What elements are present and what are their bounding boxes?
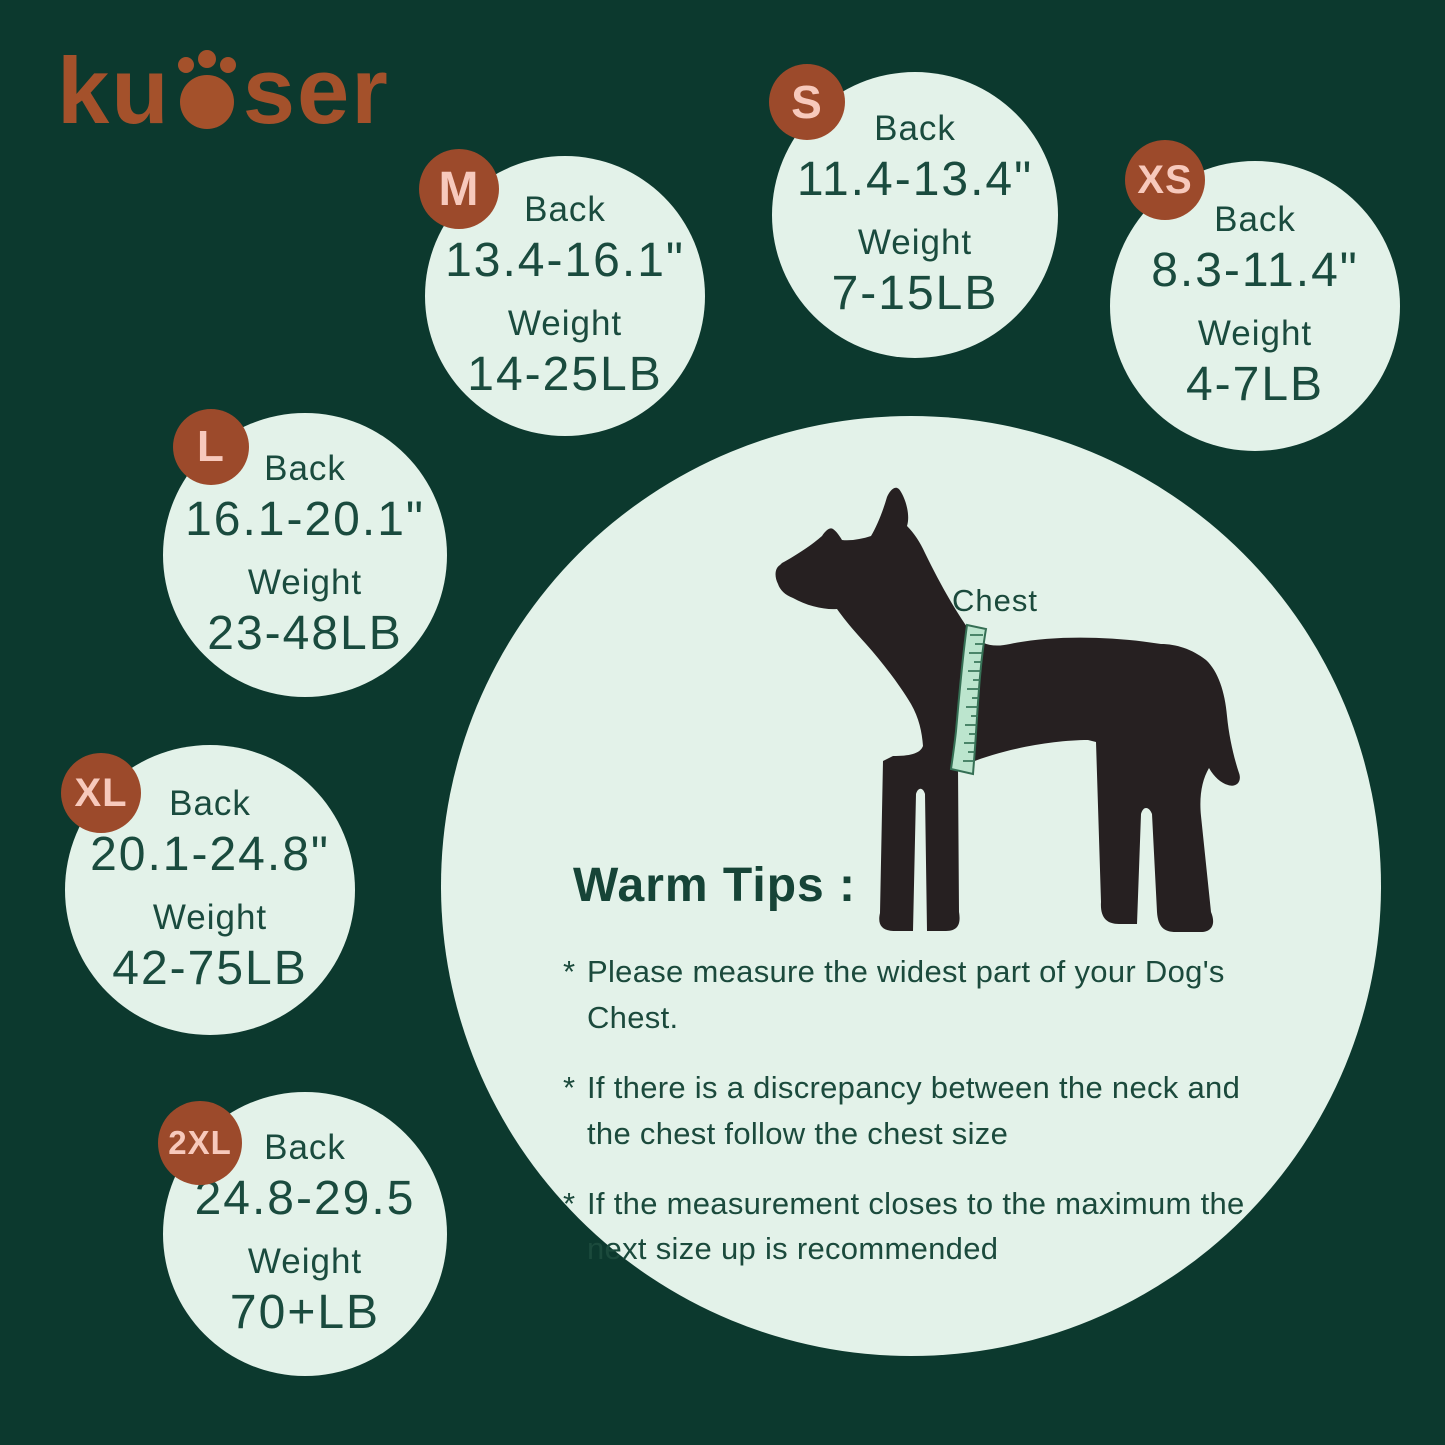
- size-circle-xl: XL Back 20.1-24.8" Weight 42-75LB: [61, 745, 355, 1035]
- back-range: 11.4-13.4": [796, 153, 1034, 206]
- size-circle-m: M Back 13.4-16.1" Weight 14-25LB: [419, 149, 705, 436]
- weight-label: Weight: [247, 1242, 363, 1281]
- brand-logo: ku ser: [57, 37, 390, 143]
- size-badge-l: L: [173, 409, 249, 485]
- tip-bullet: *: [563, 1069, 576, 1105]
- size-circle-2xl: 2XL Back 24.8-29.5 Weight 70+LB: [158, 1092, 447, 1376]
- size-badge-xs: XS: [1125, 140, 1205, 220]
- weight-range: 42-75LB: [112, 942, 308, 995]
- back-label: Back: [264, 449, 346, 488]
- back-label: Back: [524, 190, 606, 229]
- tip-bullet: *: [563, 1185, 576, 1221]
- size-circle-xs: XS Back 8.3-11.4" Weight 4-7LB: [1110, 140, 1400, 451]
- tip-text: Please measure the widest part of your D…: [587, 954, 1225, 1035]
- back-range: 13.4-16.1": [445, 234, 685, 287]
- back-label: Back: [169, 784, 251, 823]
- chest-label: Chest: [952, 583, 1038, 618]
- back-range: 24.8-29.5: [194, 1172, 416, 1225]
- logo-text-left: ku: [57, 37, 171, 143]
- tip-bullet: *: [563, 954, 576, 989]
- warm-tips-heading: Warm Tips :: [573, 859, 857, 912]
- back-range: 8.3-11.4": [1151, 244, 1359, 297]
- weight-range: 70+LB: [229, 1286, 381, 1339]
- weight-range: 7-15LB: [831, 267, 999, 320]
- tip-text: If the measurement closes to the maximum…: [587, 1185, 1245, 1267]
- warm-tip-item: * If there is a discrepancy between the …: [563, 1065, 1253, 1157]
- weight-label: Weight: [247, 563, 363, 602]
- weight-label: Weight: [1197, 314, 1313, 353]
- back-range: 16.1-20.1": [185, 493, 425, 546]
- dog-silhouette: [775, 487, 1240, 932]
- back-label: Back: [874, 109, 956, 148]
- size-badge-m: M: [419, 149, 499, 229]
- size-circle-s: S Back 11.4-13.4" Weight 7-15LB: [769, 64, 1058, 358]
- weight-label: Weight: [507, 304, 623, 343]
- back-range: 20.1-24.8": [90, 828, 330, 881]
- size-badge-s: S: [769, 64, 845, 140]
- back-label: Back: [1214, 200, 1296, 239]
- weight-range: 4-7LB: [1185, 358, 1325, 411]
- logo-text-right: ser: [242, 37, 390, 143]
- weight-range: 23-48LB: [207, 607, 403, 660]
- back-label: Back: [264, 1128, 346, 1167]
- size-badge-xl: XL: [61, 753, 141, 833]
- warm-tip-item: * Please measure the widest part of your…: [563, 949, 1253, 1041]
- size-circle-l: L Back 16.1-20.1" Weight 23-48LB: [163, 409, 447, 697]
- warm-tips-section: Warm Tips : * Please measure the widest …: [563, 858, 1253, 1296]
- tip-text: If there is a discrepancy between the ne…: [587, 1069, 1241, 1151]
- weight-label: Weight: [152, 898, 268, 937]
- warm-tip-item: * If the measurement closes to the maxim…: [563, 1181, 1253, 1273]
- measuring-tape-icon: [949, 623, 988, 776]
- weight-range: 14-25LB: [467, 348, 663, 401]
- paw-icon: [174, 50, 240, 130]
- size-badge-2xl: 2XL: [158, 1101, 242, 1185]
- weight-label: Weight: [857, 223, 973, 262]
